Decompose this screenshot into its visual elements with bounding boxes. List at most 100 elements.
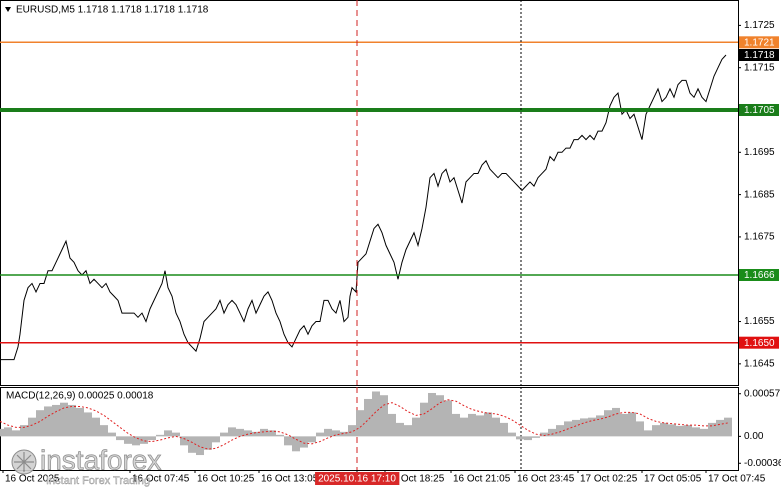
macd-bar xyxy=(188,436,196,453)
macd-bar xyxy=(260,428,268,437)
macd-bar xyxy=(404,425,412,437)
price-line xyxy=(0,54,727,361)
y-tick-label: 0.00057 xyxy=(744,388,781,399)
x-tick-label: 16 Oct 07:45 xyxy=(132,474,190,485)
macd-bar xyxy=(484,412,492,437)
macd-bar xyxy=(516,436,524,440)
macd-bar xyxy=(124,436,132,444)
macd-bar xyxy=(468,413,476,437)
last-price-label: 1.1718 xyxy=(744,50,775,61)
macd-bar xyxy=(284,436,292,446)
level-label: 1.1650 xyxy=(744,338,775,349)
macd-bar xyxy=(92,417,100,437)
level-label: 1.1705 xyxy=(744,105,775,116)
macd-title: MACD(12,26,9) 0.00025 0.00018 xyxy=(6,391,154,402)
macd-bar xyxy=(444,400,452,437)
macd-bar xyxy=(692,427,700,437)
macd-bar xyxy=(4,427,12,437)
macd-bar xyxy=(572,419,580,437)
macd-bar xyxy=(276,434,284,437)
level-label: 1.1721 xyxy=(744,37,775,48)
macd-bar xyxy=(148,436,156,441)
level-label: 1.1666 xyxy=(744,270,775,281)
macd-bar xyxy=(252,431,260,437)
watermark: instaforex Instant Forex Trading xyxy=(11,444,162,487)
macd-bar xyxy=(180,436,188,446)
macd-bar xyxy=(460,417,468,437)
macd-bar xyxy=(700,428,708,437)
macd-bar xyxy=(604,410,612,437)
y-tick-label: 1.1685 xyxy=(744,189,775,200)
macd-bar xyxy=(620,413,628,437)
macd-bar xyxy=(324,428,332,437)
x-tick-label: 17 Oct 07:45 xyxy=(708,474,766,485)
menu-arrow xyxy=(5,7,11,12)
macd-bar xyxy=(660,422,668,437)
macd-bar xyxy=(652,425,660,437)
x-tick-label: 16 Oct 21:05 xyxy=(453,474,511,485)
macd-bar xyxy=(20,425,28,437)
x-tick-label: 16 Oct 18:25 xyxy=(387,474,445,485)
y-tick-label: 1.1715 xyxy=(744,62,775,73)
macd-bar xyxy=(580,418,588,437)
macd-bar xyxy=(636,421,644,437)
macd-bar xyxy=(452,413,460,437)
macd-bar xyxy=(340,431,348,437)
macd-bar xyxy=(412,417,420,437)
x-tick-label: 17 Oct 02:25 xyxy=(580,474,638,485)
watermark-logo-spokes xyxy=(14,452,34,472)
macd-bar xyxy=(492,417,500,437)
macd-bar xyxy=(716,419,724,437)
macd-bar xyxy=(500,422,508,437)
macd-bar xyxy=(612,407,620,437)
macd-bar xyxy=(476,415,484,437)
macd-bar xyxy=(116,436,124,441)
macd-bar xyxy=(220,432,228,437)
macd-bar xyxy=(0,428,4,437)
macd-bar xyxy=(268,430,276,437)
macd-bar xyxy=(628,412,636,437)
macd-bar xyxy=(108,432,116,437)
macd-bar xyxy=(196,436,204,456)
macd-bar xyxy=(724,417,732,437)
macd-bar xyxy=(228,427,236,437)
macd-bar xyxy=(532,436,540,438)
level-tag xyxy=(739,336,779,349)
last-price-tag xyxy=(739,49,779,61)
signal-line xyxy=(0,399,729,450)
x-tick-label: 16 Oct 13:05 xyxy=(261,474,319,485)
macd-bar xyxy=(332,430,340,437)
macd-bar xyxy=(644,430,652,437)
y-tick-label: 1.1695 xyxy=(744,147,775,158)
macd-bar xyxy=(68,404,76,437)
y-tick-label: 1.1725 xyxy=(744,20,775,31)
macd-bar xyxy=(140,436,148,444)
macd-bar xyxy=(36,410,44,437)
level-tag xyxy=(739,36,779,49)
macd-bar xyxy=(508,432,516,437)
x-highlight-label: 2025.10.16 17:10 xyxy=(318,474,396,485)
level-tag xyxy=(739,269,779,281)
macd-bar xyxy=(308,436,316,443)
macd-bar xyxy=(164,430,172,437)
macd-bar xyxy=(420,402,428,437)
macd-bar xyxy=(676,425,684,437)
macd-bar xyxy=(76,407,84,437)
macd-bar xyxy=(212,436,220,443)
y-tick-label: 0.00 xyxy=(744,431,764,442)
macd-bar xyxy=(316,432,324,437)
macd-bar xyxy=(12,430,20,437)
macd-bar xyxy=(388,413,396,437)
macd-bar xyxy=(668,424,676,437)
level-tag xyxy=(739,104,779,116)
macd-bar xyxy=(292,436,300,452)
macd-bar xyxy=(348,425,356,437)
macd-bar xyxy=(684,425,692,437)
macd-bar xyxy=(204,436,212,450)
macd-bar xyxy=(28,417,36,437)
x-tick-label: 16 Oct 23:45 xyxy=(517,474,575,485)
macd-bar xyxy=(524,436,532,441)
y-tick-label: 1.1655 xyxy=(744,316,775,327)
macd-bar xyxy=(52,404,60,437)
